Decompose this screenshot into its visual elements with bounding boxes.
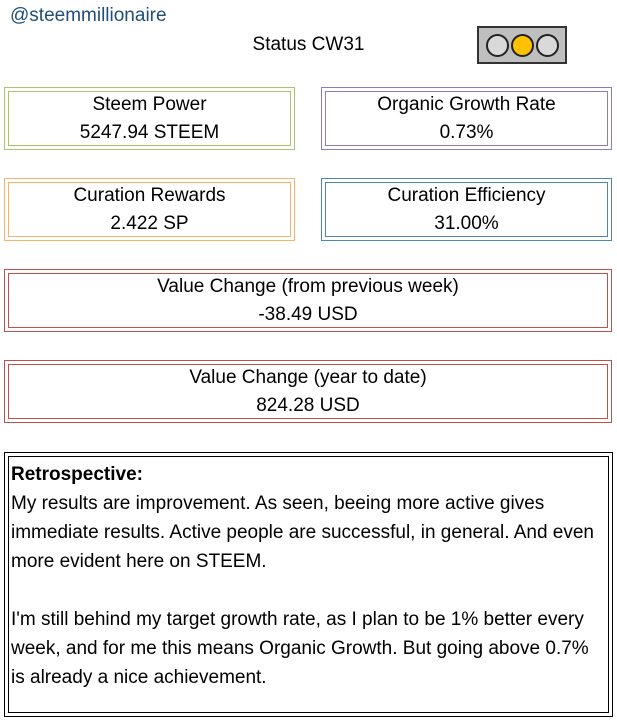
curation-efficiency-label: Curation Efficiency (387, 184, 546, 206)
account-handle: @steemmillionaire (10, 5, 167, 26)
retrospective-spacer (11, 576, 606, 605)
value-change-ytd-label: Value Change (year to date) (189, 366, 427, 388)
curation-rewards-label: Curation Rewards (73, 184, 226, 206)
value-change-ytd-card: Value Change (year to date) 824.28 USD (4, 360, 612, 423)
steem-power-card: Steem Power 5247.94 STEEM (4, 87, 295, 150)
value-change-ytd-value: 824.28 USD (256, 394, 360, 416)
status-title: Status CW31 (252, 34, 365, 55)
organic-growth-card: Organic Growth Rate 0.73% (321, 87, 612, 150)
curation-rewards-card: Curation Rewards 2.422 SP (4, 178, 295, 241)
curation-rewards-value: 2.422 SP (110, 212, 189, 234)
value-change-week-card: Value Change (from previous week) -38.49… (4, 269, 612, 332)
retrospective-paragraph-1: My results are improvement. As seen, bee… (11, 493, 594, 572)
lamp-right (535, 33, 559, 57)
curation-efficiency-value: 31.00% (434, 212, 499, 234)
value-change-week-label: Value Change (from previous week) (157, 275, 459, 297)
lamp-left (485, 33, 509, 57)
steem-power-label: Steem Power (92, 93, 207, 115)
steem-power-value: 5247.94 STEEM (79, 121, 220, 143)
value-change-week-value: -38.49 USD (258, 303, 358, 325)
organic-growth-value: 0.73% (439, 121, 494, 143)
curation-efficiency-card: Curation Efficiency 31.00% (321, 178, 612, 241)
retrospective-paragraph-2: I'm still behind my target growth rate, … (11, 609, 589, 688)
retrospective-heading: Retrospective: (11, 464, 143, 485)
traffic-light-indicator (477, 26, 567, 64)
retrospective-box: Retrospective: My results are improvemen… (4, 452, 613, 717)
retrospective-content: Retrospective: My results are improvemen… (8, 456, 609, 713)
organic-growth-label: Organic Growth Rate (377, 93, 556, 115)
lamp-middle (510, 33, 534, 57)
